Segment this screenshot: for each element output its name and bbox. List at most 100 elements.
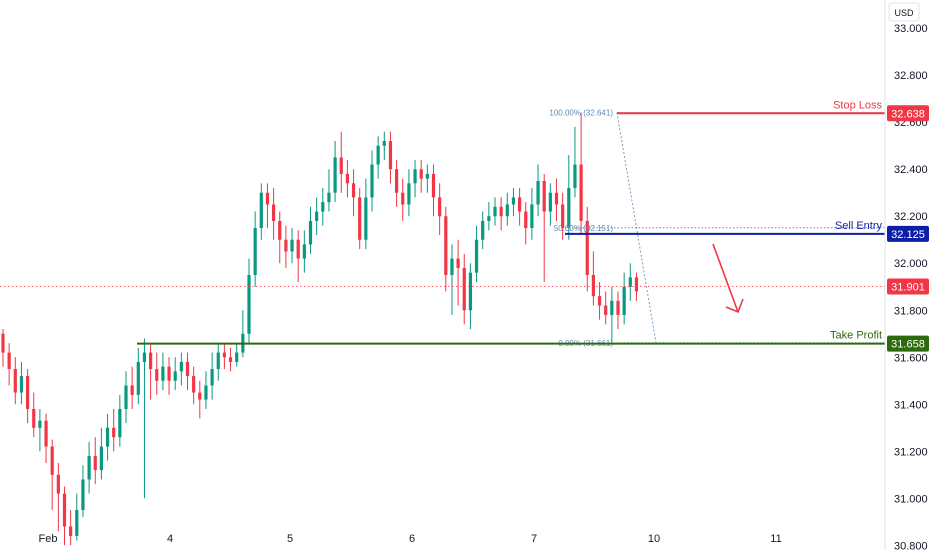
candle[interactable] xyxy=(425,164,429,193)
candle[interactable] xyxy=(198,380,202,419)
candle[interactable] xyxy=(616,291,620,330)
candle[interactable] xyxy=(81,465,85,518)
candle[interactable] xyxy=(444,206,448,292)
candle[interactable] xyxy=(50,439,54,511)
candle[interactable] xyxy=(136,347,140,405)
candle[interactable] xyxy=(185,352,190,391)
candle[interactable] xyxy=(493,197,497,226)
candle[interactable] xyxy=(26,369,30,424)
candle[interactable] xyxy=(19,361,24,405)
candle[interactable] xyxy=(456,239,460,306)
candle[interactable] xyxy=(93,437,97,485)
candle[interactable] xyxy=(302,230,306,273)
candle[interactable] xyxy=(376,136,380,179)
candle[interactable] xyxy=(210,352,214,400)
candle[interactable] xyxy=(44,413,48,464)
candle[interactable] xyxy=(548,183,552,226)
candle[interactable] xyxy=(585,206,589,292)
candle[interactable] xyxy=(149,343,153,400)
candle[interactable] xyxy=(468,263,472,330)
candle[interactable] xyxy=(345,159,349,198)
candle[interactable] xyxy=(554,178,559,221)
price-axis[interactable]: 33.00032.80032.60032.40032.20032.00031.8… xyxy=(894,23,928,550)
candle[interactable] xyxy=(413,159,417,198)
candle[interactable] xyxy=(419,159,423,193)
time-axis[interactable]: Feb 4 5 6 7 10 11 xyxy=(39,533,782,545)
candle[interactable] xyxy=(315,197,319,236)
candle[interactable] xyxy=(216,343,220,381)
candle[interactable] xyxy=(179,352,183,386)
candle[interactable] xyxy=(438,183,442,236)
candle[interactable] xyxy=(284,225,288,268)
candle[interactable] xyxy=(395,159,399,207)
candle[interactable] xyxy=(167,357,171,395)
candle[interactable] xyxy=(610,286,614,344)
candle[interactable] xyxy=(358,188,362,250)
candle[interactable] xyxy=(364,178,368,250)
candle[interactable] xyxy=(112,408,116,452)
currency-button[interactable] xyxy=(888,2,920,22)
candle[interactable] xyxy=(87,441,91,494)
candle[interactable] xyxy=(462,253,466,325)
candle[interactable] xyxy=(561,192,565,240)
candle[interactable] xyxy=(450,244,454,315)
candle[interactable] xyxy=(530,188,534,240)
candle[interactable] xyxy=(173,357,177,391)
candle[interactable] xyxy=(204,371,208,409)
candle[interactable] xyxy=(142,338,147,499)
candle[interactable] xyxy=(259,183,263,240)
candle[interactable] xyxy=(333,141,337,203)
candle[interactable] xyxy=(542,173,546,283)
candle[interactable] xyxy=(401,178,405,221)
candle[interactable] xyxy=(321,188,325,226)
candle[interactable] xyxy=(573,126,577,198)
candle[interactable] xyxy=(192,366,196,405)
candle[interactable] xyxy=(253,211,257,287)
candle[interactable] xyxy=(407,169,411,217)
candle[interactable] xyxy=(118,394,122,447)
candle[interactable] xyxy=(155,352,159,395)
candle[interactable] xyxy=(628,263,632,301)
candle[interactable] xyxy=(56,463,60,532)
candle[interactable] xyxy=(228,347,233,372)
candle[interactable] xyxy=(567,155,571,240)
candle[interactable] xyxy=(235,343,239,367)
candle[interactable] xyxy=(518,188,522,226)
candle[interactable] xyxy=(69,510,73,546)
candle[interactable] xyxy=(505,192,509,226)
candle[interactable] xyxy=(105,413,110,461)
candle[interactable] xyxy=(130,366,134,409)
candle[interactable] xyxy=(579,112,583,236)
candle[interactable] xyxy=(222,343,226,370)
candle[interactable] xyxy=(99,427,103,480)
candle[interactable] xyxy=(247,258,251,344)
candle[interactable] xyxy=(272,188,276,240)
candle[interactable] xyxy=(474,225,479,283)
candle[interactable] xyxy=(511,188,516,217)
candle[interactable] xyxy=(1,329,5,367)
candle[interactable] xyxy=(597,282,602,320)
candle[interactable] xyxy=(524,202,528,245)
candle[interactable] xyxy=(290,227,294,264)
candle[interactable] xyxy=(487,202,491,231)
candle[interactable] xyxy=(161,352,165,391)
candle[interactable] xyxy=(536,164,540,217)
candle[interactable] xyxy=(124,371,128,424)
candle[interactable] xyxy=(388,131,393,184)
candle[interactable] xyxy=(241,310,245,358)
candle[interactable] xyxy=(308,206,313,254)
candle[interactable] xyxy=(431,164,436,217)
candle[interactable] xyxy=(32,392,36,438)
candle[interactable] xyxy=(591,251,595,306)
candle[interactable] xyxy=(604,291,608,325)
candle[interactable] xyxy=(370,150,374,212)
candle[interactable] xyxy=(351,169,356,217)
candle[interactable] xyxy=(499,197,503,231)
candle[interactable] xyxy=(265,183,270,228)
candle[interactable] xyxy=(75,493,79,541)
candle[interactable] xyxy=(13,357,17,405)
candle[interactable] xyxy=(622,272,626,325)
candle[interactable] xyxy=(382,131,386,160)
candle[interactable] xyxy=(296,230,300,283)
